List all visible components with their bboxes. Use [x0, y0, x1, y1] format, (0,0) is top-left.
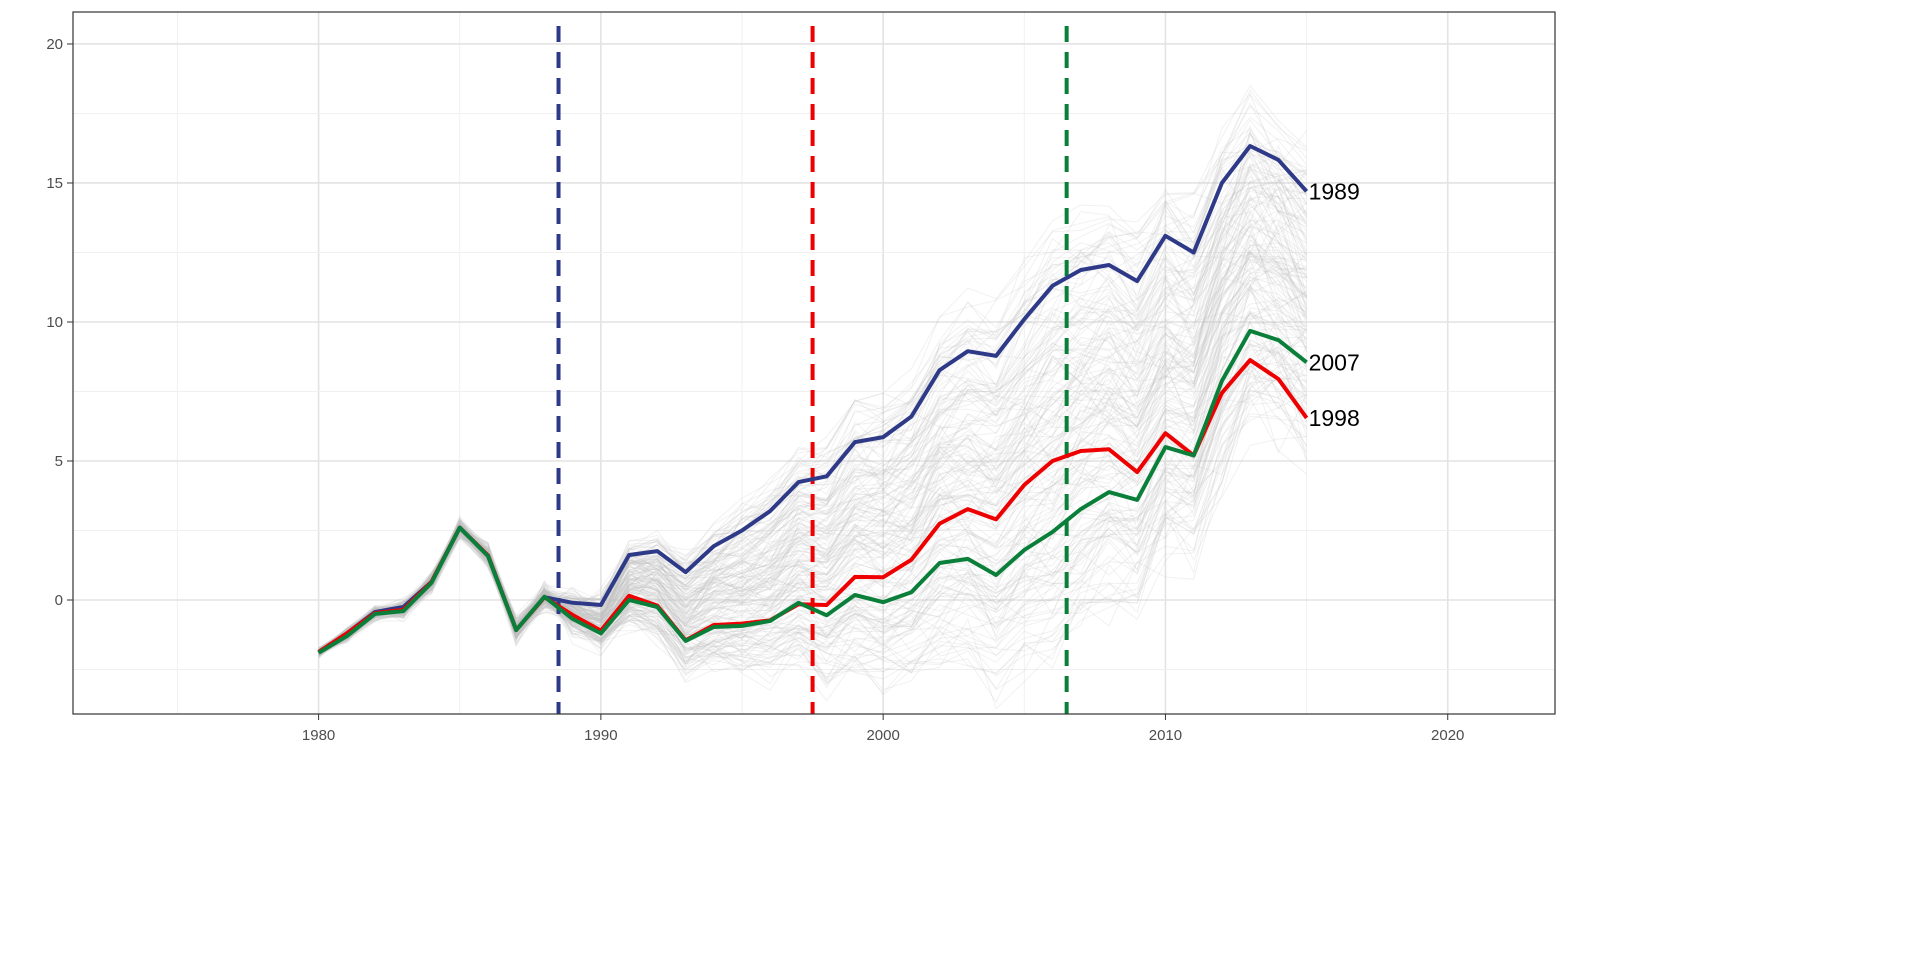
background-line [318, 134, 1308, 649]
background-line [318, 289, 1308, 652]
background-line [318, 209, 1308, 650]
background-line [318, 242, 1307, 655]
background-line [318, 251, 1307, 657]
background-line [318, 413, 1307, 691]
background-line [318, 182, 1307, 652]
x-tick-label: 1980 [302, 727, 335, 744]
background-line [318, 347, 1307, 653]
background-line [318, 344, 1307, 658]
background-line [318, 195, 1308, 657]
series-end-label-1989: 1989 [1309, 178, 1360, 204]
background-line [318, 169, 1307, 657]
y-tick-label: 20 [46, 36, 63, 53]
background-line [318, 130, 1307, 657]
background-line [318, 125, 1307, 657]
series-line-2007 [317, 328, 1308, 655]
background-line [318, 137, 1307, 655]
series-lines: 1989 1998 2007 [317, 144, 1360, 655]
axis-ticks: 1980 1990 2000 2010 2020 0 5 10 15 20 [46, 36, 1464, 744]
background-line [318, 178, 1308, 657]
panel-border [72, 11, 1556, 715]
background-line [318, 373, 1308, 690]
background-line [318, 244, 1308, 656]
background-line [318, 165, 1307, 649]
series-end-label-2007: 2007 [1309, 349, 1360, 375]
y-tick-label: 15 [46, 175, 63, 192]
background-line [318, 311, 1307, 664]
background-line [318, 256, 1307, 657]
background-line [318, 225, 1308, 648]
background-line [318, 436, 1307, 696]
y-tick-label: 5 [55, 453, 63, 470]
y-tick-label: 10 [46, 314, 63, 331]
background-line [318, 119, 1307, 652]
series-end-label-1998: 1998 [1309, 405, 1360, 431]
background-line [318, 179, 1307, 652]
x-tick-label: 2010 [1149, 727, 1182, 744]
x-tick-label: 2020 [1431, 727, 1464, 744]
background-line [318, 188, 1308, 659]
y-tick-label: 0 [55, 592, 63, 609]
background-line [318, 286, 1307, 653]
x-tick-label: 2000 [866, 727, 899, 744]
x-tick-label: 1990 [584, 727, 617, 744]
